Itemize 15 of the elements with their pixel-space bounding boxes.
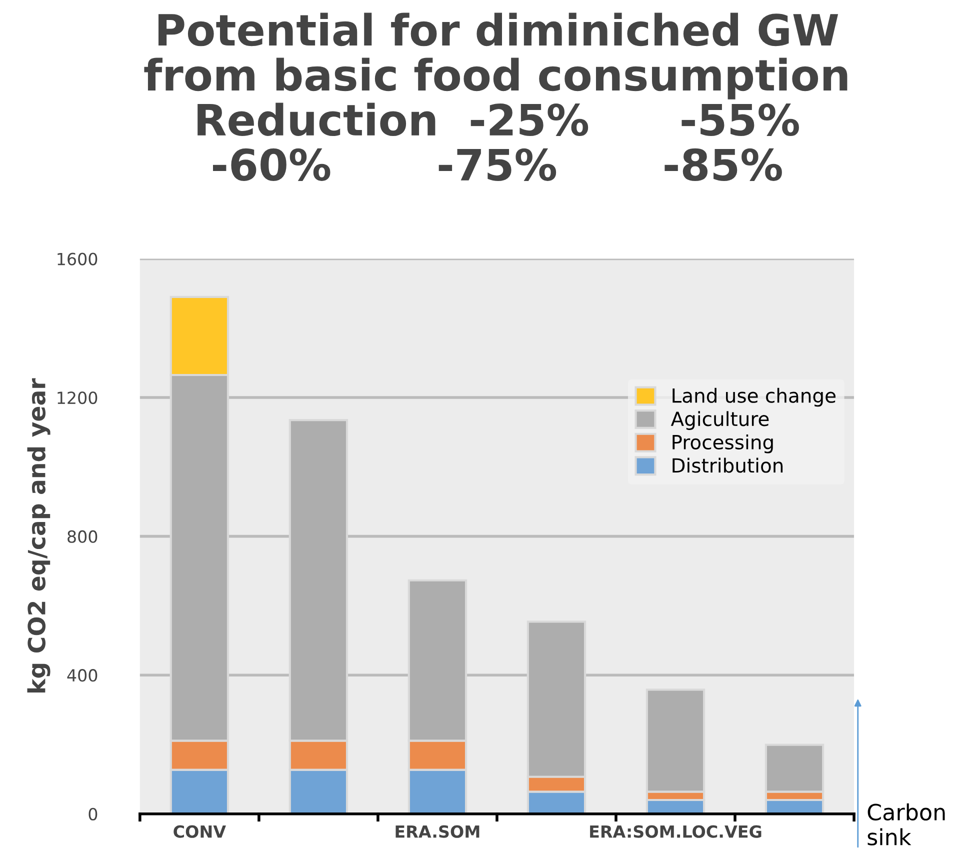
y-tick-label: 800 — [68, 530, 98, 543]
x-tick-label: ERA:SOM.LOC.VEG — [590, 825, 762, 838]
y-tick-label: 1600 — [58, 252, 98, 266]
text: Carbon sink — [868, 803, 945, 846]
x-tick-label: CONV — [174, 825, 226, 838]
legend-label: Processing — [672, 434, 773, 454]
y-tick-label: 1200 — [58, 392, 98, 404]
x-tick-label: ERA.SOM — [396, 825, 480, 838]
y-axis-title: kg CO2 eq/cap and year — [27, 378, 50, 692]
y-tick-label: 0 — [88, 808, 98, 820]
legend-label: Distribution — [672, 458, 783, 473]
legend-label: Land use change — [672, 388, 836, 407]
y-tick-label: 400 — [67, 669, 98, 682]
chart-title: Potential for diminiched GW from basic food consumption Reduction -25% -55% -60% -75% -85% — [144, 12, 848, 181]
legend-label: Agiculture — [670, 411, 769, 430]
